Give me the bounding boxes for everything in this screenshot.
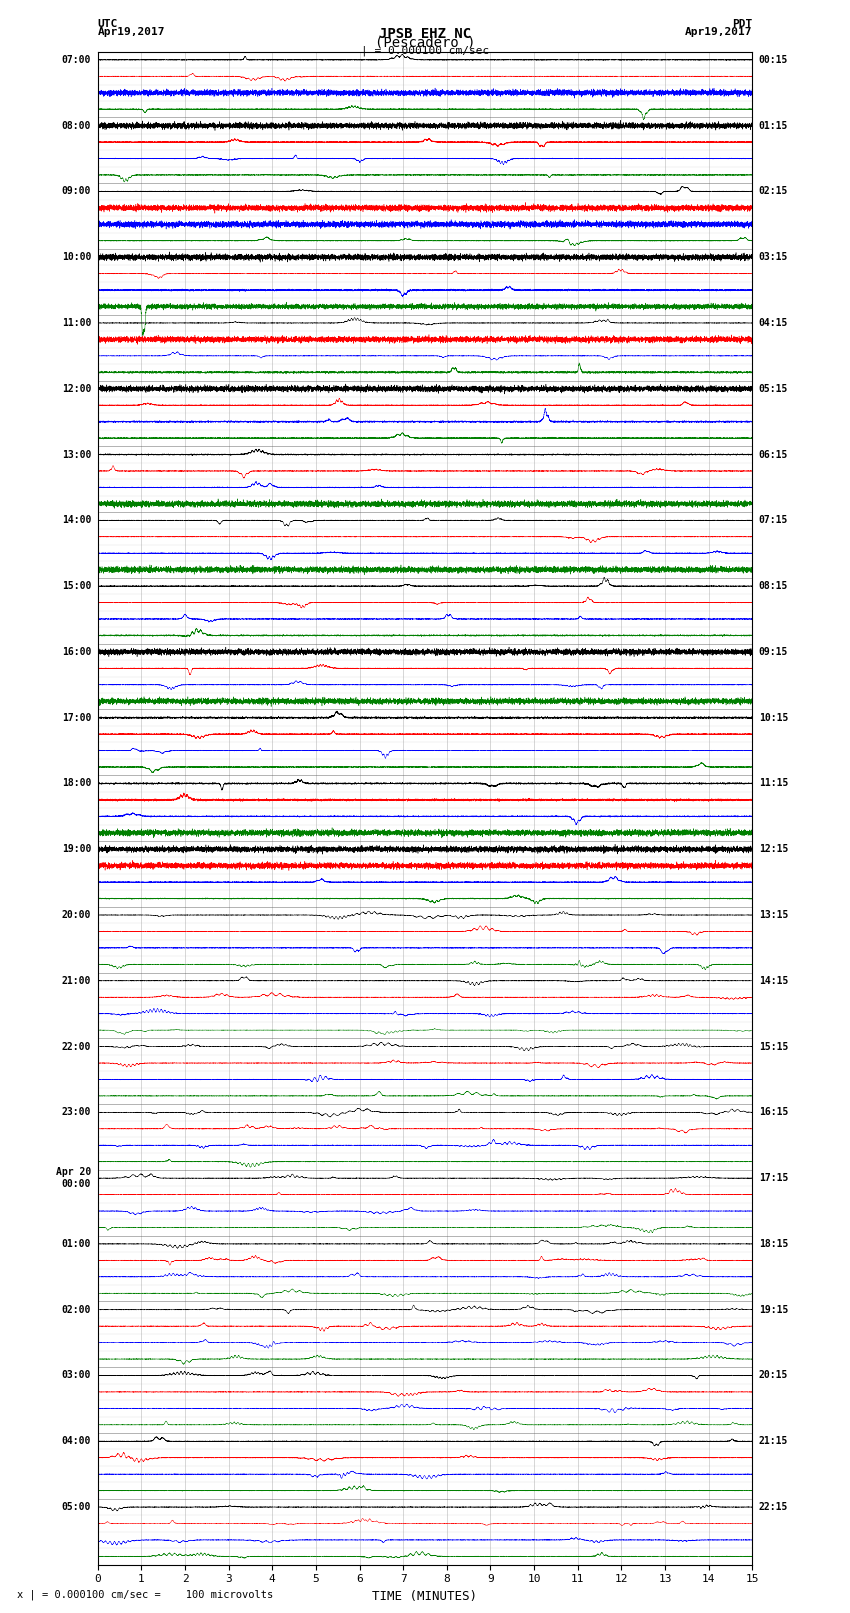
Text: 20:15: 20:15 bbox=[759, 1371, 788, 1381]
Text: 12:15: 12:15 bbox=[759, 844, 788, 855]
Text: 06:15: 06:15 bbox=[759, 450, 788, 460]
Text: 09:15: 09:15 bbox=[759, 647, 788, 656]
Text: Apr19,2017: Apr19,2017 bbox=[685, 27, 752, 37]
Text: 23:00: 23:00 bbox=[62, 1108, 91, 1118]
Text: 21:15: 21:15 bbox=[759, 1436, 788, 1447]
Text: 22:00: 22:00 bbox=[62, 1042, 91, 1052]
Text: 05:00: 05:00 bbox=[62, 1502, 91, 1511]
X-axis label: TIME (MINUTES): TIME (MINUTES) bbox=[372, 1590, 478, 1603]
Text: 07:15: 07:15 bbox=[759, 515, 788, 526]
Text: 22:15: 22:15 bbox=[759, 1502, 788, 1511]
Text: 18:15: 18:15 bbox=[759, 1239, 788, 1248]
Text: 04:15: 04:15 bbox=[759, 318, 788, 327]
Text: 03:00: 03:00 bbox=[62, 1371, 91, 1381]
Text: UTC: UTC bbox=[98, 19, 118, 29]
Text: | = 0.000100 cm/sec: | = 0.000100 cm/sec bbox=[361, 45, 489, 56]
Text: x | = 0.000100 cm/sec =    100 microvolts: x | = 0.000100 cm/sec = 100 microvolts bbox=[17, 1589, 273, 1600]
Text: 14:00: 14:00 bbox=[62, 515, 91, 526]
Text: 11:00: 11:00 bbox=[62, 318, 91, 327]
Text: 17:15: 17:15 bbox=[759, 1173, 788, 1184]
Text: (Pescadero ): (Pescadero ) bbox=[375, 35, 475, 50]
Text: 20:00: 20:00 bbox=[62, 910, 91, 919]
Text: 00:15: 00:15 bbox=[759, 55, 788, 65]
Text: 14:15: 14:15 bbox=[759, 976, 788, 986]
Text: 08:15: 08:15 bbox=[759, 581, 788, 590]
Text: 16:15: 16:15 bbox=[759, 1108, 788, 1118]
Text: 05:15: 05:15 bbox=[759, 384, 788, 394]
Text: 12:00: 12:00 bbox=[62, 384, 91, 394]
Text: 16:00: 16:00 bbox=[62, 647, 91, 656]
Text: JPSB EHZ NC: JPSB EHZ NC bbox=[379, 27, 471, 42]
Text: 11:15: 11:15 bbox=[759, 779, 788, 789]
Text: 18:00: 18:00 bbox=[62, 779, 91, 789]
Text: 08:00: 08:00 bbox=[62, 121, 91, 131]
Text: 10:15: 10:15 bbox=[759, 713, 788, 723]
Text: 09:00: 09:00 bbox=[62, 187, 91, 197]
Text: 04:00: 04:00 bbox=[62, 1436, 91, 1447]
Text: Apr 20
00:00: Apr 20 00:00 bbox=[56, 1168, 91, 1189]
Text: 17:00: 17:00 bbox=[62, 713, 91, 723]
Text: 19:15: 19:15 bbox=[759, 1305, 788, 1315]
Text: PDT: PDT bbox=[732, 19, 752, 29]
Text: 01:00: 01:00 bbox=[62, 1239, 91, 1248]
Text: 21:00: 21:00 bbox=[62, 976, 91, 986]
Text: 02:15: 02:15 bbox=[759, 187, 788, 197]
Text: Apr19,2017: Apr19,2017 bbox=[98, 27, 165, 37]
Text: 15:15: 15:15 bbox=[759, 1042, 788, 1052]
Text: 03:15: 03:15 bbox=[759, 252, 788, 263]
Text: 01:15: 01:15 bbox=[759, 121, 788, 131]
Text: 13:15: 13:15 bbox=[759, 910, 788, 919]
Text: 15:00: 15:00 bbox=[62, 581, 91, 590]
Text: 13:00: 13:00 bbox=[62, 450, 91, 460]
Text: 10:00: 10:00 bbox=[62, 252, 91, 263]
Text: 07:00: 07:00 bbox=[62, 55, 91, 65]
Text: 02:00: 02:00 bbox=[62, 1305, 91, 1315]
Text: 19:00: 19:00 bbox=[62, 844, 91, 855]
